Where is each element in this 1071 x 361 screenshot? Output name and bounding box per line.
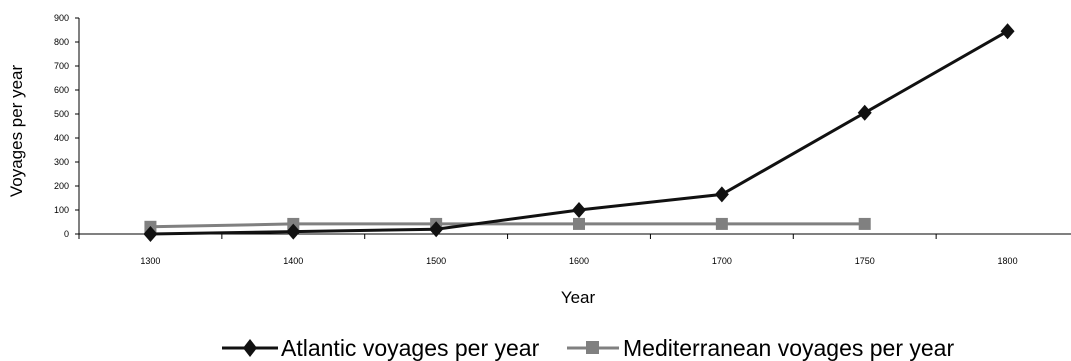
data-point-square [858, 217, 871, 230]
x-tick-label: 1800 [998, 256, 1018, 266]
y-tick-label: 700 [54, 61, 69, 71]
y-tick-label: 900 [54, 13, 69, 23]
data-point-diamond [286, 223, 301, 240]
y-tick-label: 0 [64, 229, 69, 239]
x-tick-label: 1400 [283, 256, 303, 266]
data-point-diamond [1000, 23, 1015, 40]
legend-mediterranean-label: Mediterranean voyages per year [623, 335, 954, 361]
x-axis: 1300 1400 1500 1600 1700 1750 1800 [78, 233, 1071, 266]
x-tick-label: 1500 [426, 256, 446, 266]
series-atlantic [143, 23, 1015, 242]
series-line [150, 222, 865, 229]
x-tick-label: 1750 [855, 256, 875, 266]
legend-mediterranean-square-icon [586, 341, 599, 354]
x-axis-title: Year [561, 288, 596, 307]
data-point-diamond [572, 202, 586, 218]
legend-atlantic-label: Atlantic voyages per year [281, 335, 540, 361]
y-tick-label: 200 [54, 181, 69, 191]
legend-atlantic-diamond-icon [243, 339, 257, 357]
y-tick-label: 100 [54, 205, 69, 215]
y-axis: 0 100 200 300 400 500 600 700 800 900 [54, 13, 80, 239]
data-point-diamond [143, 226, 158, 242]
legend: Atlantic voyages per year Mediterranean … [222, 335, 954, 361]
x-tick-label: 1600 [569, 256, 589, 266]
data-point-diamond [714, 186, 729, 203]
x-tick-label: 1700 [712, 256, 732, 266]
data-point-square [715, 217, 728, 230]
series-layer [143, 23, 1015, 242]
legend-item-atlantic: Atlantic voyages per year [222, 335, 540, 361]
y-tick-label: 500 [54, 109, 69, 119]
y-tick-label: 800 [54, 37, 69, 47]
data-point-square [573, 217, 585, 230]
x-tick-label: 1300 [140, 256, 160, 266]
y-axis-title: Voyages per year [7, 65, 26, 198]
y-tick-label: 300 [54, 157, 69, 167]
data-point-diamond [857, 104, 872, 121]
legend-item-mediterranean: Mediterranean voyages per year [567, 335, 954, 361]
y-tick-label: 400 [54, 133, 69, 143]
y-tick-label: 600 [54, 85, 69, 95]
data-point-diamond [429, 221, 444, 238]
